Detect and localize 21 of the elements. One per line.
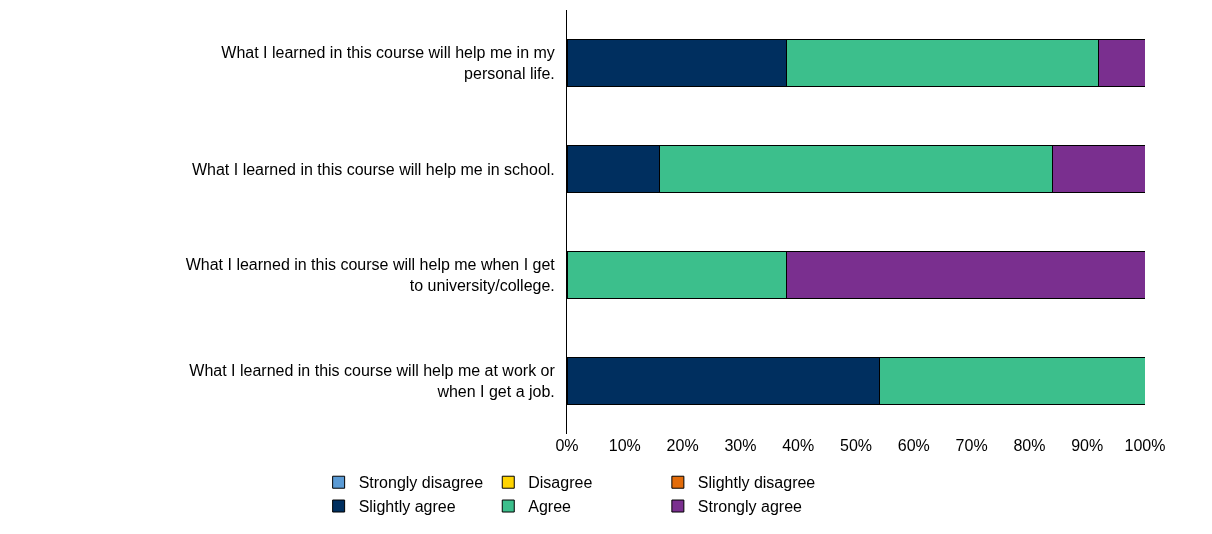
x-tick-label: 40% [782, 437, 815, 454]
x-tick-label: 60% [897, 437, 930, 454]
legend-label: Slightly agree [358, 498, 456, 516]
legend-label: Strongly disagree [358, 474, 484, 492]
x-tick-label: 30% [724, 437, 757, 454]
x-tick-label: 20% [666, 437, 699, 454]
legend-label: Disagree [528, 474, 593, 492]
y-tick-label: What I learned in this course will help me when I get to university/college. [185, 256, 556, 294]
legend-label: Strongly agree [697, 498, 803, 516]
x-tick-label: 90% [1071, 437, 1104, 454]
x-tick-label: 80% [1013, 437, 1046, 454]
x-tick-label: 70% [955, 437, 988, 454]
x-tick-label: 100% [1124, 437, 1166, 454]
x-tick-label: 50% [839, 437, 873, 454]
x-tick-label: 0% [555, 437, 579, 454]
x-tick-label: 10% [608, 437, 641, 454]
y-tick-label: What I learned in this course will help me in school. [191, 160, 555, 178]
legend-label: Agree [528, 498, 572, 516]
legend-label: Slightly disagree [697, 474, 816, 492]
y-tick-label: What I learned in this course will help me at work or when I get a job. [189, 362, 556, 400]
y-tick-label: What I learned in this course will help me in my personal life. [221, 44, 555, 82]
